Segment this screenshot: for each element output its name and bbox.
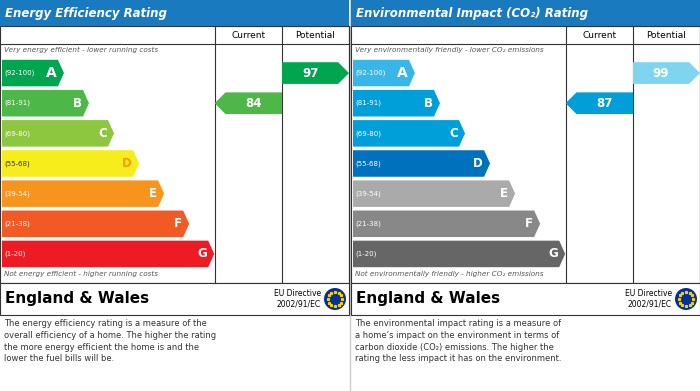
Text: (1-20): (1-20) bbox=[355, 251, 377, 257]
Text: Very environmentally friendly - lower CO₂ emissions: Very environmentally friendly - lower CO… bbox=[355, 47, 544, 53]
Bar bbox=[351, 26, 700, 283]
Text: C: C bbox=[449, 127, 458, 140]
Text: Not energy efficient - higher running costs: Not energy efficient - higher running co… bbox=[4, 271, 158, 277]
Text: England & Wales: England & Wales bbox=[5, 292, 149, 307]
Text: E: E bbox=[500, 187, 508, 200]
Polygon shape bbox=[353, 210, 540, 237]
Text: F: F bbox=[174, 217, 182, 230]
Text: 99: 99 bbox=[653, 66, 669, 80]
Text: (69-80): (69-80) bbox=[355, 130, 381, 136]
Polygon shape bbox=[2, 90, 89, 117]
Text: The energy efficiency rating is a measure of the
overall efficiency of a home. T: The energy efficiency rating is a measur… bbox=[4, 319, 216, 363]
Text: B: B bbox=[424, 97, 433, 110]
Text: C: C bbox=[98, 127, 107, 140]
Polygon shape bbox=[353, 241, 565, 267]
Polygon shape bbox=[2, 150, 139, 177]
Bar bbox=[0, 0, 349, 26]
Text: EU Directive
2002/91/EC: EU Directive 2002/91/EC bbox=[625, 289, 672, 309]
Text: E: E bbox=[149, 187, 157, 200]
Text: Potential: Potential bbox=[647, 30, 687, 39]
Text: (21-38): (21-38) bbox=[355, 221, 381, 227]
Polygon shape bbox=[215, 92, 282, 114]
Polygon shape bbox=[2, 210, 189, 237]
Polygon shape bbox=[353, 120, 465, 147]
Polygon shape bbox=[353, 60, 415, 86]
Circle shape bbox=[675, 288, 697, 310]
Polygon shape bbox=[2, 180, 164, 207]
Text: 84: 84 bbox=[246, 97, 262, 110]
Polygon shape bbox=[2, 120, 114, 147]
Text: Current: Current bbox=[582, 30, 617, 39]
Text: (81-91): (81-91) bbox=[4, 100, 30, 106]
Polygon shape bbox=[353, 180, 515, 207]
Text: G: G bbox=[548, 248, 558, 260]
Polygon shape bbox=[353, 90, 440, 117]
Text: (92-100): (92-100) bbox=[4, 70, 34, 76]
Text: 87: 87 bbox=[596, 97, 613, 110]
Text: The environmental impact rating is a measure of
a home’s impact on the environme: The environmental impact rating is a mea… bbox=[355, 319, 561, 363]
Text: 97: 97 bbox=[302, 66, 318, 80]
Polygon shape bbox=[566, 92, 633, 114]
Polygon shape bbox=[353, 150, 490, 177]
Text: (39-54): (39-54) bbox=[4, 190, 29, 197]
Text: (55-68): (55-68) bbox=[355, 160, 381, 167]
Text: (55-68): (55-68) bbox=[4, 160, 29, 167]
Bar bbox=[0, 26, 349, 283]
Text: A: A bbox=[46, 66, 57, 80]
Text: A: A bbox=[397, 66, 408, 80]
Text: (39-54): (39-54) bbox=[355, 190, 381, 197]
Text: Potential: Potential bbox=[295, 30, 335, 39]
Text: (21-38): (21-38) bbox=[4, 221, 30, 227]
Polygon shape bbox=[633, 62, 700, 84]
Text: EU Directive
2002/91/EC: EU Directive 2002/91/EC bbox=[274, 289, 321, 309]
Text: (1-20): (1-20) bbox=[4, 251, 25, 257]
Circle shape bbox=[324, 288, 346, 310]
Text: (92-100): (92-100) bbox=[355, 70, 386, 76]
Bar bbox=[0, 283, 349, 315]
Text: Current: Current bbox=[231, 30, 265, 39]
Text: F: F bbox=[525, 217, 533, 230]
Text: (81-91): (81-91) bbox=[355, 100, 381, 106]
Text: Very energy efficient - lower running costs: Very energy efficient - lower running co… bbox=[4, 47, 158, 53]
Text: Energy Efficiency Rating: Energy Efficiency Rating bbox=[5, 7, 167, 20]
Text: G: G bbox=[197, 248, 207, 260]
Text: (69-80): (69-80) bbox=[4, 130, 30, 136]
Text: England & Wales: England & Wales bbox=[356, 292, 500, 307]
Text: Not environmentally friendly - higher CO₂ emissions: Not environmentally friendly - higher CO… bbox=[355, 271, 543, 277]
Text: B: B bbox=[73, 97, 82, 110]
Bar bbox=[351, 0, 700, 26]
Text: D: D bbox=[122, 157, 132, 170]
Bar bbox=[351, 283, 700, 315]
Text: D: D bbox=[473, 157, 483, 170]
Polygon shape bbox=[2, 60, 64, 86]
Polygon shape bbox=[2, 241, 214, 267]
Polygon shape bbox=[282, 62, 349, 84]
Text: Environmental Impact (CO₂) Rating: Environmental Impact (CO₂) Rating bbox=[356, 7, 588, 20]
